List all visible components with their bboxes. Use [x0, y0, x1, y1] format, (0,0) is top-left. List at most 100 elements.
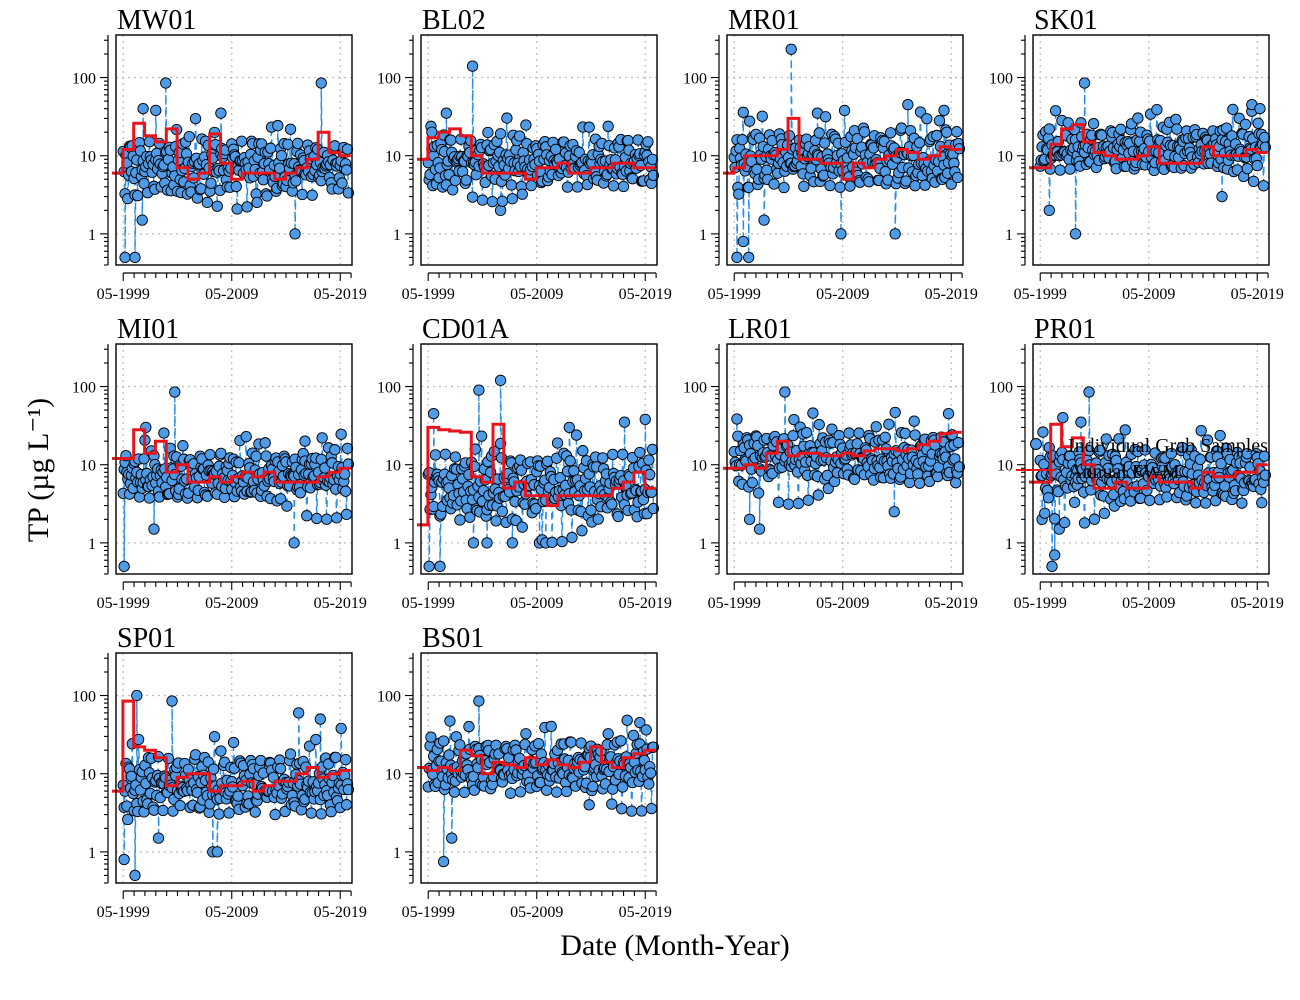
- panel-mw01: 1 10 100 05-1999 05-2009 05-2019 MW01: [72, 5, 367, 303]
- sample-point: [439, 448, 452, 460]
- series-annual-fwm: [417, 422, 656, 527]
- sample-point: [646, 443, 659, 456]
- y-tick-label: 100: [72, 71, 96, 88]
- sample-point: [788, 413, 800, 426]
- sample-link: [912, 421, 915, 465]
- sample-point: [467, 537, 480, 549]
- sample-point: [316, 432, 328, 444]
- sample-point: [530, 502, 542, 515]
- sample-point: [772, 496, 785, 509]
- sample-point: [800, 426, 813, 439]
- x-tick-label: 05-2009: [816, 286, 869, 303]
- x-tick-label: 05-2019: [314, 904, 367, 921]
- sample-point: [736, 134, 749, 146]
- sample-point: [607, 180, 620, 192]
- sample-link: [1054, 110, 1058, 152]
- sample-link: [541, 501, 544, 540]
- sample-point: [215, 107, 227, 119]
- y-tick-label: 10: [997, 149, 1013, 166]
- sample-point: [525, 179, 537, 192]
- sample-point: [513, 130, 526, 142]
- sample-link: [574, 435, 578, 481]
- y-tick-label: 100: [72, 380, 96, 397]
- x-tick-label: 05-1999: [97, 595, 150, 612]
- sample-point: [618, 416, 631, 428]
- sample-point: [496, 505, 509, 518]
- sample-link: [346, 149, 350, 193]
- panel-sk01: 1 10 100 05-1999 05-2009 05-2019 SK01: [989, 5, 1284, 303]
- sample-point: [743, 115, 756, 127]
- sample-point: [169, 386, 181, 398]
- sample-point: [281, 500, 293, 512]
- sample-point: [1247, 175, 1260, 188]
- sample-point: [889, 228, 901, 240]
- sample-point: [119, 251, 131, 264]
- sample-point: [143, 136, 156, 148]
- sample-point: [1049, 549, 1061, 561]
- sample-point: [1068, 496, 1081, 509]
- sample-link: [344, 759, 348, 805]
- sample-point: [275, 149, 288, 162]
- sample-point: [733, 188, 745, 200]
- sample-point: [902, 98, 914, 111]
- panel-grid: 1 10 100 05-1999 05-2009 05-2019 MW01 1 10 100 05-…: [72, 5, 1284, 921]
- sample-point: [1039, 507, 1051, 519]
- sample-point: [336, 177, 348, 189]
- sample-point: [1216, 190, 1228, 203]
- sample-point: [473, 384, 485, 396]
- y-tick-label: 10: [997, 458, 1013, 475]
- sample-point: [434, 560, 446, 573]
- sample-point: [231, 203, 243, 215]
- sample-point: [1064, 163, 1076, 175]
- sample-point: [1078, 517, 1091, 529]
- sample-point: [838, 104, 851, 117]
- sample-point: [211, 200, 223, 212]
- sample-point: [1098, 507, 1111, 519]
- sample-link: [1079, 122, 1082, 167]
- sample-point: [429, 449, 442, 461]
- sample-point: [505, 179, 518, 191]
- x-tick-label: 05-2009: [1122, 286, 1175, 303]
- x-tick-label: 05-1999: [708, 595, 761, 612]
- sample-point: [137, 102, 149, 115]
- sample-point: [785, 43, 797, 55]
- sample-point: [921, 113, 933, 125]
- panel-title: MR01: [728, 5, 800, 36]
- sample-link: [894, 183, 897, 234]
- sample-point: [288, 537, 300, 549]
- panel-title: MW01: [117, 5, 196, 36]
- sample-point: [1078, 77, 1091, 89]
- sample-point: [585, 504, 597, 516]
- sample-point: [1195, 424, 1207, 437]
- sample-point: [554, 471, 566, 484]
- sample-point: [129, 869, 141, 882]
- sample-point: [449, 451, 462, 463]
- sample-point: [516, 188, 528, 200]
- x-tick-label: 05-2009: [205, 904, 258, 921]
- sample-point: [913, 137, 926, 149]
- sample-point: [1042, 492, 1055, 504]
- sample-point: [428, 407, 440, 420]
- sample-point: [150, 104, 162, 117]
- sample-point: [848, 473, 861, 486]
- sample-point: [476, 194, 489, 206]
- sample-point: [272, 119, 284, 132]
- sample-point: [577, 445, 589, 457]
- sample-point: [813, 127, 825, 139]
- y-tick-label: 100: [989, 71, 1013, 88]
- sample-point: [341, 442, 354, 454]
- sample-point: [592, 513, 604, 525]
- sample-point: [315, 77, 327, 89]
- sample-point: [1251, 159, 1263, 172]
- sample-point: [1069, 228, 1082, 240]
- sample-point: [311, 512, 323, 525]
- sample-point: [290, 175, 302, 187]
- sample-point: [813, 418, 825, 431]
- sample-link: [145, 427, 148, 474]
- sample-point: [607, 448, 619, 461]
- sample-point: [230, 180, 242, 193]
- sample-link: [540, 489, 543, 540]
- sample-link: [1083, 476, 1087, 523]
- sample-point: [622, 134, 634, 147]
